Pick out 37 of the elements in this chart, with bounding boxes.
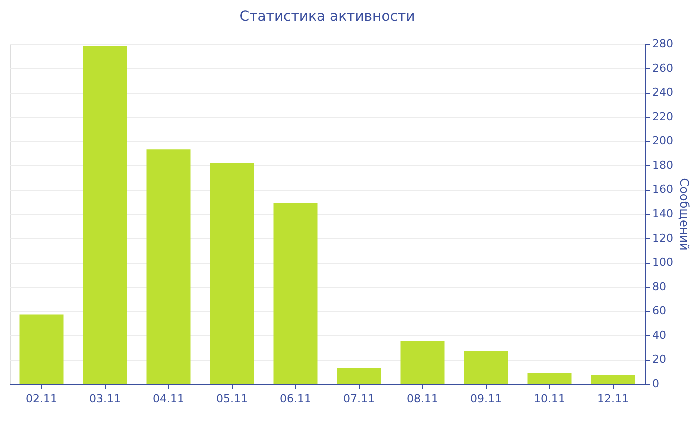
y-tick-label: 140 [652,208,674,220]
y-tick-label: 80 [652,280,666,294]
y-tick-label: 0 [652,378,660,390]
x-tick-label: 04.11 [153,392,184,406]
y-tick-label: 60 [652,304,666,318]
y-axis-title: Сообщений [677,178,692,251]
bar [83,46,128,384]
y-tick-label: 180 [652,158,674,172]
y-tick-label: 100 [652,256,674,270]
bar [591,376,636,384]
x-tick-label: 03.11 [90,392,121,406]
x-tick-label: 09.11 [470,392,502,406]
bar [400,342,445,384]
bar [274,203,318,384]
x-tick-label: 05.11 [216,392,248,406]
y-tick-label: 120 [652,232,674,245]
chart-title: Статистика активности [240,9,416,25]
bar [337,368,382,384]
bar [464,351,508,384]
bar [20,314,64,384]
y-tick-label: 200 [652,134,674,148]
y-tick-label: 20 [652,353,666,366]
y-tick-label: 160 [652,183,674,196]
y-tick-label: 260 [652,62,674,75]
bar [210,163,254,384]
x-tick-label: 12.11 [598,392,629,406]
y-tick-label: 40 [652,328,666,342]
x-tick-label: 07.11 [344,392,375,406]
y-tick-label: 220 [652,110,674,124]
x-tick-label: 06.11 [280,392,312,406]
bar [146,150,191,384]
x-tick-label: 10.11 [534,392,566,406]
bar [528,373,572,384]
y-tick-label: 240 [652,86,674,100]
x-tick-label: 02.11 [26,392,58,406]
x-tick-label: 08.11 [407,392,438,406]
y-tick-label: 280 [652,38,674,50]
